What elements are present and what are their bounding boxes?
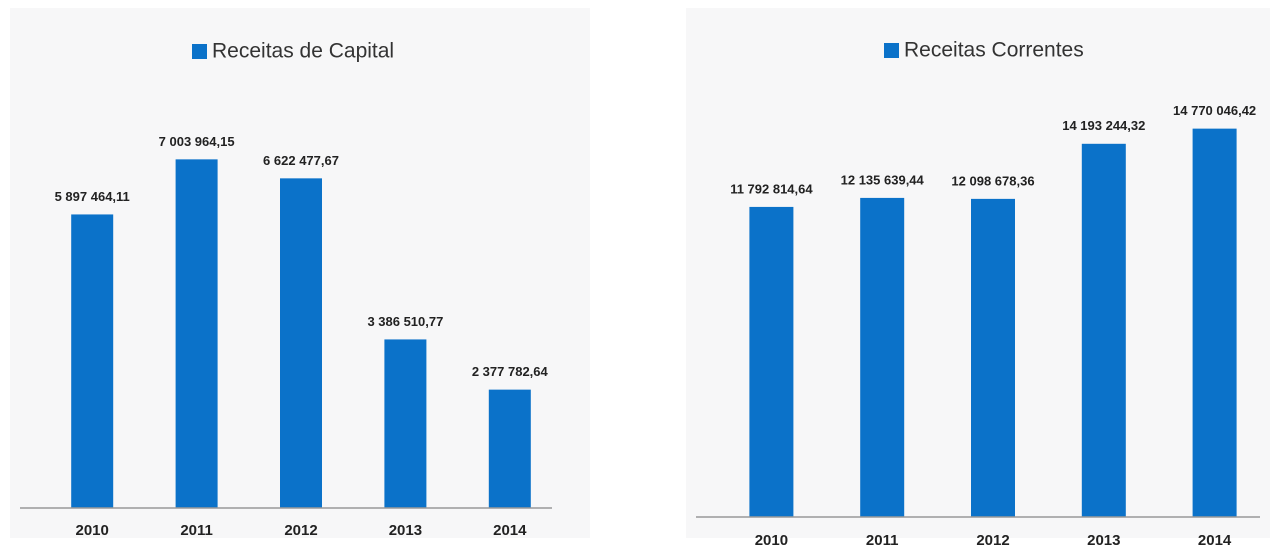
bar xyxy=(860,197,905,518)
data-label: 2 377 782,64 xyxy=(472,364,549,379)
x-tick-label: 2010 xyxy=(755,532,788,547)
x-tick-label: 2014 xyxy=(1198,532,1232,547)
data-label: 3 386 510,77 xyxy=(367,314,443,329)
bar xyxy=(971,198,1015,518)
x-tick-label: 2012 xyxy=(284,522,317,539)
bar xyxy=(1192,128,1237,518)
bar xyxy=(488,389,531,508)
bar xyxy=(175,159,218,509)
data-label: 12 135 639,44 xyxy=(841,172,925,187)
data-label: 14 193 244,32 xyxy=(1062,118,1145,133)
legend-label: Receitas de Capital xyxy=(212,40,394,63)
x-tick-label: 2012 xyxy=(976,532,1009,547)
x-tick-label: 2011 xyxy=(866,532,899,547)
bar xyxy=(1081,143,1126,518)
data-label: 11 792 814,64 xyxy=(730,181,813,196)
data-label: 6 622 477,67 xyxy=(263,153,339,168)
data-label: 5 897 464,11 xyxy=(55,189,130,204)
bar xyxy=(71,214,114,508)
legend-swatch xyxy=(884,43,899,58)
bar xyxy=(749,206,794,518)
x-tick-label: 2013 xyxy=(389,522,422,539)
data-label: 7 003 964,15 xyxy=(159,134,235,149)
x-tick-label: 2010 xyxy=(76,522,109,539)
bar xyxy=(280,178,322,508)
data-label: 12 098 678,36 xyxy=(951,173,1034,188)
x-tick-label: 2011 xyxy=(180,522,213,539)
data-label: 14 770 046,42 xyxy=(1173,103,1256,118)
x-tick-label: 2014 xyxy=(493,522,527,539)
legend-swatch xyxy=(192,44,207,59)
bar xyxy=(384,339,427,508)
legend-label: Receitas Correntes xyxy=(904,39,1084,62)
x-tick-label: 2013 xyxy=(1087,532,1120,547)
